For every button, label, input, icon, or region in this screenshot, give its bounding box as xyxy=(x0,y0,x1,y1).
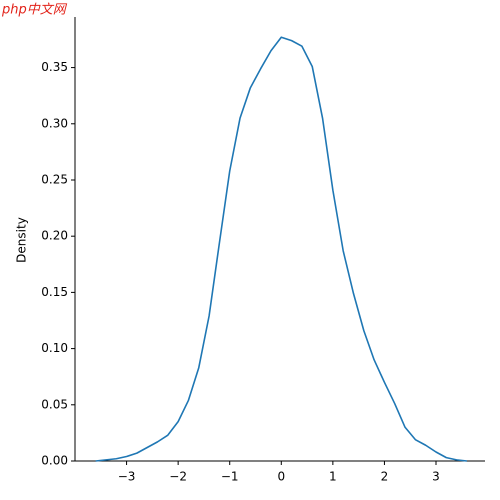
x-tick-label: 0 xyxy=(277,470,285,484)
y-tick-label: 0.25 xyxy=(41,172,68,186)
x-tick-label: −2 xyxy=(169,470,187,484)
x-tick-label: 2 xyxy=(381,470,389,484)
y-tick-label: 0.05 xyxy=(41,397,68,411)
x-tick-label: −3 xyxy=(118,470,136,484)
x-tick-label: −1 xyxy=(221,470,239,484)
y-tick-label: 0.20 xyxy=(41,229,68,243)
y-tick-label: 0.15 xyxy=(41,285,68,299)
y-tick-label: 0.35 xyxy=(41,60,68,74)
density-line xyxy=(95,36,468,462)
y-tick-label: 0.10 xyxy=(41,341,68,355)
y-tick-label: 0.00 xyxy=(41,454,68,468)
y-axis-label: Density xyxy=(15,217,29,263)
x-tick-label: 3 xyxy=(432,470,440,484)
x-tick-label: 1 xyxy=(329,470,337,484)
watermark: php中文网 xyxy=(1,2,68,18)
y-tick-label: 0.30 xyxy=(41,116,68,130)
